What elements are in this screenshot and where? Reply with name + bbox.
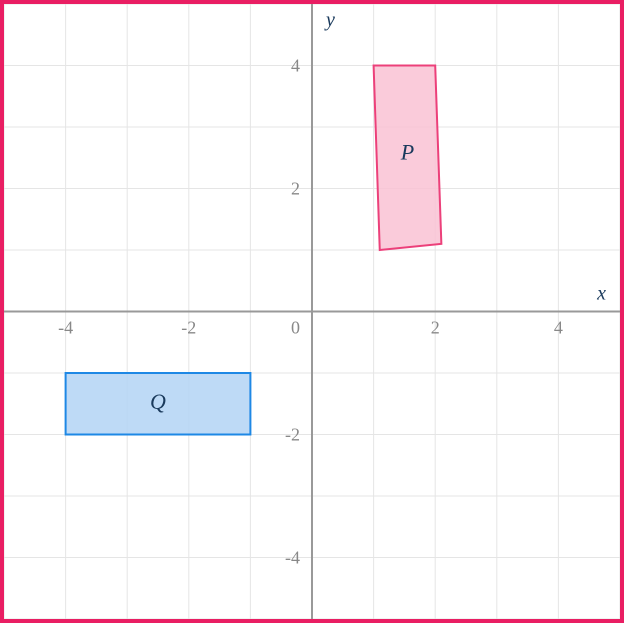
y-axis-label: y [324,9,335,31]
y-tick-label: 2 [291,179,300,199]
y-tick-label: -2 [285,425,300,445]
x-tick-label: -4 [58,318,73,338]
shape-label-P: P [400,140,414,165]
chart-svg: P Q -4 -2 2 4 -4 -2 2 4 0 x y [0,0,624,623]
origin-label: 0 [291,318,300,338]
y-tick-label: 4 [291,56,300,76]
coordinate-plane-chart: P Q -4 -2 2 4 -4 -2 2 4 0 x y [0,0,624,623]
shape-label-Q: Q [150,389,166,414]
x-tick-label: 4 [554,318,563,338]
y-tick-label: -4 [285,548,300,568]
x-axis-label: x [596,283,606,305]
x-tick-label: 2 [431,318,440,338]
x-tick-label: -2 [181,318,196,338]
